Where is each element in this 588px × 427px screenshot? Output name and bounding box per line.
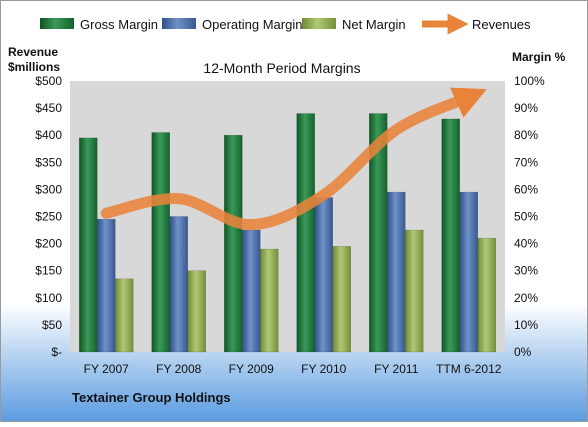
left-axis-label-line2: $millions	[8, 60, 60, 74]
left-axis-label-line1: Revenue	[8, 45, 58, 59]
operating-margin-bar	[314, 197, 333, 353]
right-axis-ticks: 0% 10% 20% 30% 40% 50% 60% 70% 80% 90% 100%	[514, 74, 545, 359]
right-tick-label: 70%	[514, 155, 538, 169]
legend-label: Gross Margin	[80, 17, 158, 32]
chart-title: 12-Month Period Margins	[203, 60, 360, 76]
category-label: FY 2010	[301, 362, 346, 376]
left-tick-label: $250	[35, 210, 62, 224]
gross-margin-bar	[441, 118, 460, 353]
category-label: FY 2008	[156, 362, 201, 376]
right-tick-label: 20%	[514, 291, 538, 305]
left-tick-label: $50	[42, 318, 62, 332]
chart-legend: Gross Margin Operating Margin Net Margin Re…	[40, 13, 531, 35]
left-tick-label: $500	[35, 74, 62, 88]
category-label: FY 2007	[84, 362, 129, 376]
net-margin-bar	[115, 278, 134, 353]
legend-label: Operating Margin	[202, 17, 302, 32]
right-tick-label: 80%	[514, 128, 538, 142]
operating-margin-bar	[242, 229, 261, 353]
left-tick-label: $450	[35, 101, 62, 115]
net-margin-bar	[332, 246, 351, 353]
right-axis-label: Margin %	[512, 50, 566, 64]
operating-margin-legend-swatch	[162, 18, 196, 29]
legend-label: Net Margin	[342, 17, 406, 32]
right-tick-label: 60%	[514, 182, 538, 196]
left-tick-label: $350	[35, 155, 62, 169]
gross-margin-bar	[151, 132, 170, 353]
net-margin-bar	[405, 229, 424, 353]
left-tick-label: $-	[51, 345, 62, 359]
legend-label: Revenues	[472, 17, 531, 32]
left-axis-ticks: $- $50 $100 $150 $200 $250 $300 $350 $400 $450 $50…	[35, 74, 62, 359]
net-margin-bar	[187, 270, 206, 353]
right-tick-label: 100%	[514, 74, 545, 88]
gross-margin-bar	[296, 113, 315, 353]
right-tick-label: 10%	[514, 318, 538, 332]
company-name: Textainer Group Holdings	[72, 390, 231, 405]
category-label: FY 2009	[229, 362, 274, 376]
bar-series	[79, 113, 496, 353]
right-tick-label: 0%	[514, 345, 532, 359]
category-label: TTM 6-2012	[436, 362, 502, 376]
left-tick-label: $200	[35, 237, 62, 251]
operating-margin-bar	[97, 218, 116, 353]
right-tick-label: 90%	[514, 101, 538, 115]
left-tick-label: $150	[35, 264, 62, 278]
right-tick-label: 50%	[514, 210, 538, 224]
right-tick-label: 40%	[514, 237, 538, 251]
gross-margin-legend-swatch	[40, 18, 74, 29]
net-margin-bar	[477, 237, 496, 353]
category-label: FY 2011	[374, 362, 419, 376]
revenues-line	[100, 87, 487, 231]
right-tick-label: 30%	[514, 264, 538, 278]
net-margin-legend-swatch	[302, 18, 336, 29]
operating-margin-bar	[169, 216, 188, 353]
left-tick-label: $400	[35, 128, 62, 142]
operating-margin-bar	[459, 191, 478, 353]
gross-margin-bar	[224, 134, 243, 353]
revenue-line	[100, 87, 487, 231]
net-margin-bar	[260, 248, 279, 353]
left-tick-label: $300	[35, 182, 62, 196]
operating-margin-bar	[387, 191, 406, 353]
gross-margin-bar	[79, 137, 98, 353]
left-tick-label: $100	[35, 291, 62, 305]
category-labels: FY 2007 FY 2008 FY 2009 FY 2010 FY 2011 TTM 6…	[84, 362, 502, 376]
